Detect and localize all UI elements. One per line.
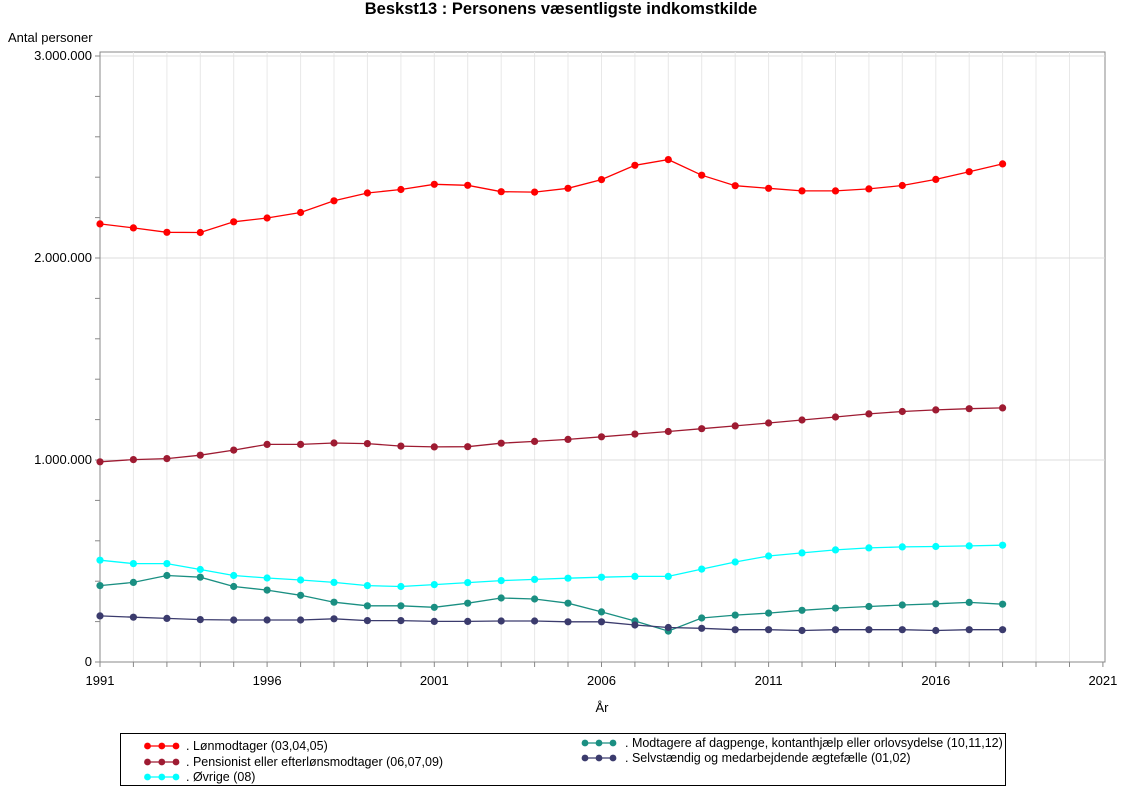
svg-text:. Pensionist eller efterlønsmo: . Pensionist eller efterlønsmodtager (06…	[186, 755, 443, 769]
svg-text:. Selvstændig og medarbejdende: . Selvstændig og medarbejdende ægtefælle…	[625, 751, 911, 765]
svg-text:. Modtagere af dagpenge, konta: . Modtagere af dagpenge, kontanthjælp el…	[625, 736, 1003, 750]
svg-text:. Lønmodtager (03,04,05): . Lønmodtager (03,04,05)	[186, 739, 328, 753]
svg-text:. Øvrige (08): . Øvrige (08)	[186, 770, 255, 784]
